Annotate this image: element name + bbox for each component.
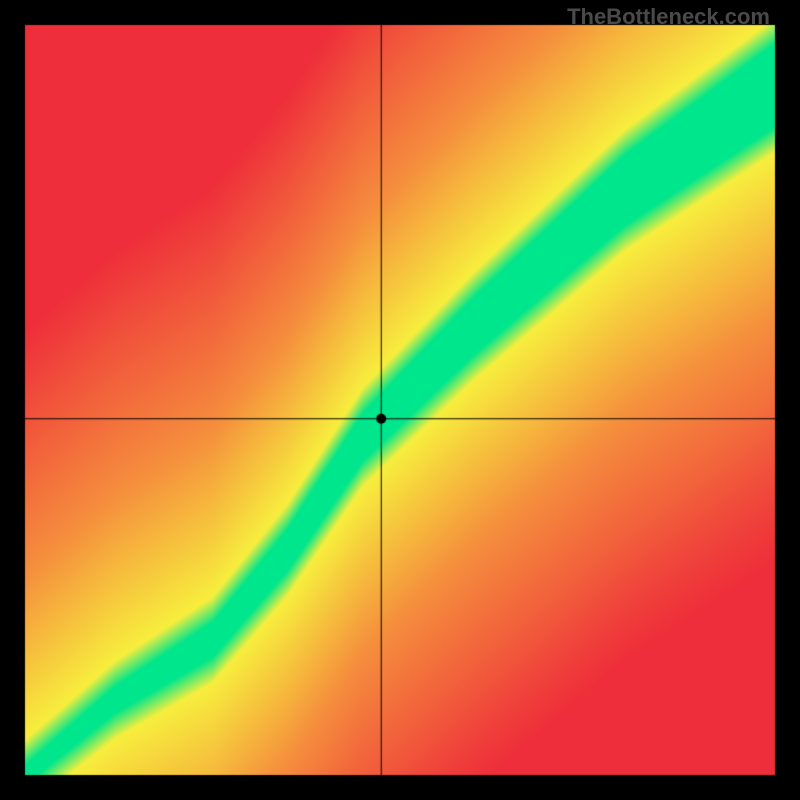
bottleneck-chart: TheBottleneck.com bbox=[0, 0, 800, 800]
heatmap-canvas bbox=[0, 0, 800, 800]
watermark-text: TheBottleneck.com bbox=[567, 4, 770, 30]
